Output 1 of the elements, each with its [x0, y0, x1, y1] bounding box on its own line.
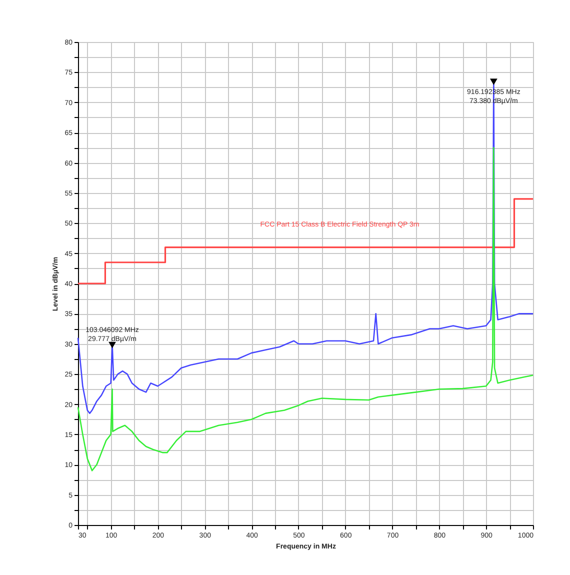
- line-series: [77, 147, 534, 472]
